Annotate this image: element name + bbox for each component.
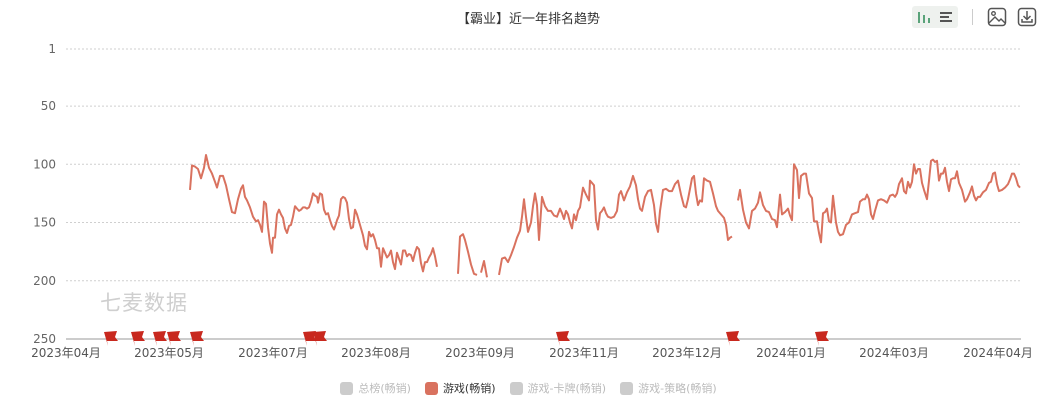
legend-label: 总榜(畅销) <box>358 382 411 395</box>
flag-marker-icon[interactable] <box>153 331 167 346</box>
flag-marker-icon[interactable] <box>313 331 327 346</box>
legend-swatch <box>620 381 634 395</box>
y-axis-tick-label: 1 <box>48 42 56 56</box>
legend-swatch <box>340 381 354 395</box>
flag-marker-icon[interactable] <box>167 331 181 346</box>
x-axis-tick-label: 2023年11月 <box>549 346 619 360</box>
legend-swatch <box>509 381 523 395</box>
flag-marker-icon[interactable] <box>556 331 570 346</box>
chart-toolbox <box>912 6 1037 28</box>
series-line[interactable] <box>457 233 478 276</box>
list-icon <box>940 12 952 22</box>
series-line[interactable] <box>498 174 733 276</box>
view-toggle-group <box>912 6 958 28</box>
download-button[interactable] <box>1017 7 1037 27</box>
legend-label: 游戏(畅销) <box>442 382 496 395</box>
bar-chart-icon <box>918 12 930 23</box>
legend-item[interactable]: 游戏(畅销) <box>424 380 496 396</box>
x-axis-tick-label: 2024年01月 <box>756 346 826 360</box>
series-line[interactable] <box>189 154 438 273</box>
watermark: 七麦数据 <box>100 291 188 315</box>
x-axis-tick-label: 2023年07月 <box>238 346 308 360</box>
legend-item[interactable]: 游戏-策略(畅销) <box>620 380 717 396</box>
legend-label: 游戏-卡牌(畅销) <box>527 382 607 395</box>
series-line[interactable] <box>480 260 488 278</box>
legend-item[interactable]: 总榜(畅销) <box>340 380 411 396</box>
y-axis-tick-label: 50 <box>41 99 56 113</box>
y-axis-tick-label: 200 <box>33 274 56 288</box>
chart-legend: 总榜(畅销) 游戏(畅销) 游戏-卡牌(畅销) 游戏-策略(畅销) <box>0 380 1057 396</box>
flag-marker-icon[interactable] <box>190 331 204 346</box>
flag-marker-icon[interactable] <box>303 331 317 346</box>
save-image-button[interactable] <box>987 7 1007 27</box>
series-line[interactable] <box>737 158 1021 244</box>
x-axis-tick-label: 2024年03月 <box>859 346 929 360</box>
legend-swatch <box>424 381 438 395</box>
x-axis-tick-label: 2023年04月 <box>31 346 101 360</box>
x-axis-tick-label: 2023年09月 <box>445 346 515 360</box>
y-axis-tick-label: 100 <box>33 157 56 171</box>
bar-chart-view-button[interactable] <box>915 8 933 26</box>
x-axis-tick-label: 2023年12月 <box>652 346 722 360</box>
flag-marker-icon[interactable] <box>104 331 118 346</box>
legend-label: 游戏-策略(畅销) <box>638 382 717 395</box>
flag-marker-icon[interactable] <box>815 331 829 346</box>
x-axis-tick-label: 2024年04月 <box>963 346 1033 360</box>
x-axis-tick-label: 2023年08月 <box>341 346 411 360</box>
list-view-button[interactable] <box>937 8 955 26</box>
chart-title: 【霸业】近一年排名趋势 <box>456 12 600 27</box>
x-axis-tick-label: 2023年05月 <box>134 346 204 360</box>
legend-item[interactable]: 游戏-卡牌(畅销) <box>509 380 607 396</box>
download-icon <box>1017 7 1037 27</box>
y-axis-tick-label: 150 <box>33 216 56 230</box>
image-icon <box>987 7 1007 27</box>
y-axis-tick-label: 250 <box>33 332 56 346</box>
flag-marker-icon[interactable] <box>726 331 740 346</box>
toolbox-divider <box>972 9 973 25</box>
flag-marker-icon[interactable] <box>131 331 145 346</box>
